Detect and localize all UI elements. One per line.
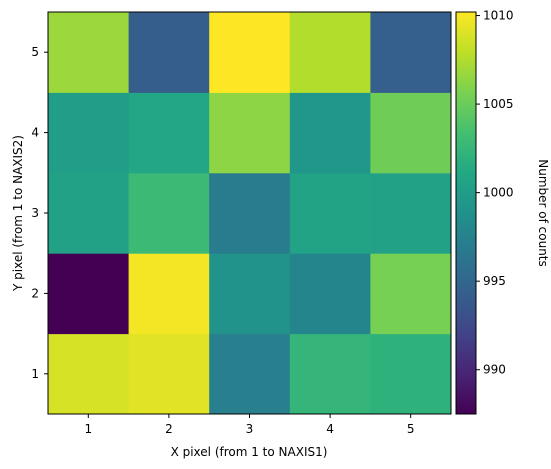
heatmap-cell <box>48 172 130 254</box>
heatmap-cell <box>48 333 130 415</box>
x-tick-label: 4 <box>326 422 334 436</box>
colorbar-tick-label: 990 <box>483 363 506 377</box>
heatmap-cell <box>48 253 130 335</box>
y-tick-label: 5 <box>31 45 39 59</box>
heatmap-cell <box>289 92 371 174</box>
y-tick-label: 2 <box>31 286 39 300</box>
heatmap-cell <box>128 12 210 93</box>
heatmap-cell <box>128 172 210 254</box>
heatmap-cell <box>370 12 452 93</box>
heatmap-cell <box>48 12 130 93</box>
heatmap-cell <box>209 92 291 174</box>
heatmap-cell <box>370 92 452 174</box>
y-axis-label: Y pixel (from 1 to NAXIS2) <box>11 135 25 292</box>
x-tick-label: 3 <box>246 422 254 436</box>
heatmap-cell <box>209 12 291 93</box>
y-tick-label: 4 <box>31 126 39 140</box>
colorbar-tick-label: 1005 <box>483 97 514 111</box>
heatmap-cell <box>48 92 130 174</box>
heatmap-cell <box>128 92 210 174</box>
colorbar-label: Number of counts <box>536 159 550 267</box>
heatmap-cell <box>289 253 371 335</box>
colorbar-tick-label: 1000 <box>483 186 514 200</box>
heatmap-cells <box>48 12 452 415</box>
colorbar-ticks: 990 995 1000 1005 1010 <box>476 9 514 377</box>
heatmap-cell <box>289 12 371 93</box>
y-axis-ticks: 1 2 3 4 5 <box>31 45 48 381</box>
x-axis-ticks: 1 2 3 4 5 <box>84 414 415 436</box>
heatmap-cell <box>128 253 210 335</box>
x-tick-label: 1 <box>84 422 92 436</box>
heatmap-cell <box>289 172 371 254</box>
colorbar <box>456 12 476 414</box>
heatmap-cell <box>370 333 452 415</box>
heatmap-cell <box>370 253 452 335</box>
colorbar-tick-label: 995 <box>483 274 506 288</box>
heatmap-cell <box>209 333 291 415</box>
heatmap-cell <box>128 333 210 415</box>
y-tick-label: 1 <box>31 367 39 381</box>
heatmap-cell <box>370 172 452 254</box>
colorbar-frame <box>455 11 477 415</box>
heatmap-cell <box>209 172 291 254</box>
y-tick-label: 3 <box>31 206 39 220</box>
x-tick-label: 2 <box>165 422 173 436</box>
x-axis-label: X pixel (from 1 to NAXIS1) <box>171 445 328 459</box>
colorbar-tick-label: 1010 <box>483 9 514 23</box>
heatmap-cell <box>209 253 291 335</box>
x-tick-label: 5 <box>407 422 415 436</box>
heatmap-cell <box>289 333 371 415</box>
